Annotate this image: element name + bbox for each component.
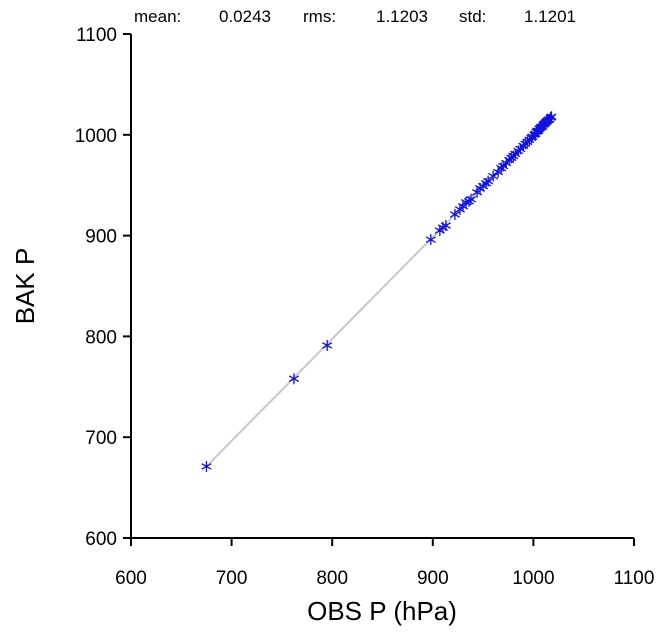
data-point xyxy=(440,220,451,232)
data-point xyxy=(288,373,300,385)
rms-value: 1.1203 xyxy=(376,7,428,26)
data-point xyxy=(201,460,212,472)
x-tick-label: 1000 xyxy=(512,568,554,589)
x-tick-label: 700 xyxy=(216,568,248,589)
mean-value: 0.0243 xyxy=(219,7,271,26)
data-point xyxy=(483,175,494,187)
y-tick-label: 900 xyxy=(85,227,117,248)
x-tick-label: 800 xyxy=(316,568,348,589)
data-point xyxy=(465,193,477,205)
data-point xyxy=(488,170,499,182)
y-tick-label: 700 xyxy=(85,428,117,449)
std-label: std: xyxy=(459,7,486,26)
y-tick-label: 800 xyxy=(85,327,117,348)
y-tick-label: 1100 xyxy=(76,25,117,46)
data-points xyxy=(201,111,557,472)
x-axis-title: OBS P (hPa) xyxy=(307,596,457,626)
y-tick-label: 1000 xyxy=(75,126,117,147)
axis-ticks: 600 700 800 900 1000 1100 600 700 800 900 1000 1100 xyxy=(75,25,655,589)
data-point xyxy=(322,339,333,351)
y-axis-title: BAK P xyxy=(10,248,40,325)
x-tick-label: 1100 xyxy=(614,568,655,589)
rms-label: rms: xyxy=(303,7,336,26)
x-tick-label: 900 xyxy=(417,568,449,589)
std-value: 1.1201 xyxy=(524,7,576,26)
data-point xyxy=(449,208,461,220)
mean-label: mean: xyxy=(134,7,181,26)
data-point xyxy=(546,111,557,123)
y-tick-label: 600 xyxy=(85,529,117,550)
data-point xyxy=(425,234,436,246)
x-tick-label: 600 xyxy=(115,568,147,589)
